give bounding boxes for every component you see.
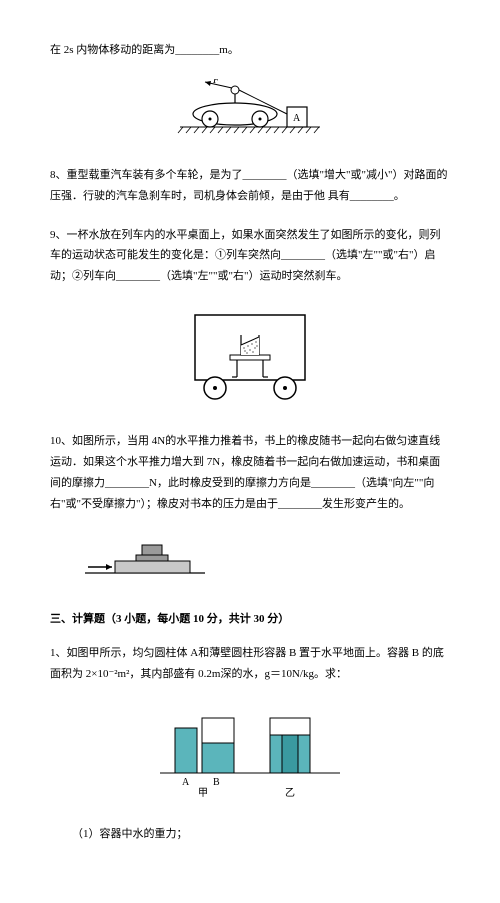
section-3-title-text: 三、计算题（3 小题，每小题 10 分，共计 30 分） <box>50 613 289 625</box>
q8-text: 8、重型载重汽车装有多个车轮，是为了________（选填"增大"或"减小"）对… <box>50 169 447 202</box>
figure-push-book <box>80 533 450 591</box>
calc-q1-text: 1、如图甲所示，均匀圆柱体 A和薄壁圆柱形容器 B 置于水平地面上。容器 B 的… <box>50 647 444 680</box>
question-9: 9、一杯水放在列车内的水平桌面上，如果水面突然发生了如图所示的变化，则列车的运动… <box>50 225 450 288</box>
q9-text: 9、一杯水放在列车内的水平桌面上，如果水面突然发生了如图所示的变化，则列车的运动… <box>50 229 441 283</box>
figure-train-cup <box>50 305 450 413</box>
calc-q1-sub1-text: （1）容器中水的重力； <box>72 828 188 840</box>
label-B-fig4: B <box>213 777 220 788</box>
label-A-fig4: A <box>182 777 190 788</box>
calc-q1-sub1: （1）容器中水的重力； <box>72 824 450 845</box>
calc-question-1: 1、如图甲所示，均匀圆柱体 A和薄壁圆柱形容器 B 置于水平地面上。容器 B 的… <box>50 643 450 685</box>
label-jia: 甲 <box>198 788 208 798</box>
q7-text: 在 2s 内物体移动的距离为________m。 <box>50 44 239 56</box>
figure-cylinders: A B 甲 乙 <box>50 703 450 806</box>
question-10: 10、如图所示，当用 4N的水平推力推着书，书上的橡皮随书一起向右做匀速直线运动… <box>50 431 450 515</box>
figure-pulley: F A <box>50 79 450 147</box>
label-F: F <box>212 79 220 86</box>
q10-text: 10、如图所示，当用 4N的水平推力推着书，书上的橡皮随书一起向右做匀速直线运动… <box>50 435 440 510</box>
section-3-title: 三、计算题（3 小题，每小题 10 分，共计 30 分） <box>50 609 450 630</box>
label-A: A <box>293 113 301 124</box>
question-8: 8、重型载重汽车装有多个车轮，是为了________（选填"增大"或"减小"）对… <box>50 165 450 207</box>
question-7-tail: 在 2s 内物体移动的距离为________m。 <box>50 40 450 61</box>
label-yi: 乙 <box>285 787 295 798</box>
